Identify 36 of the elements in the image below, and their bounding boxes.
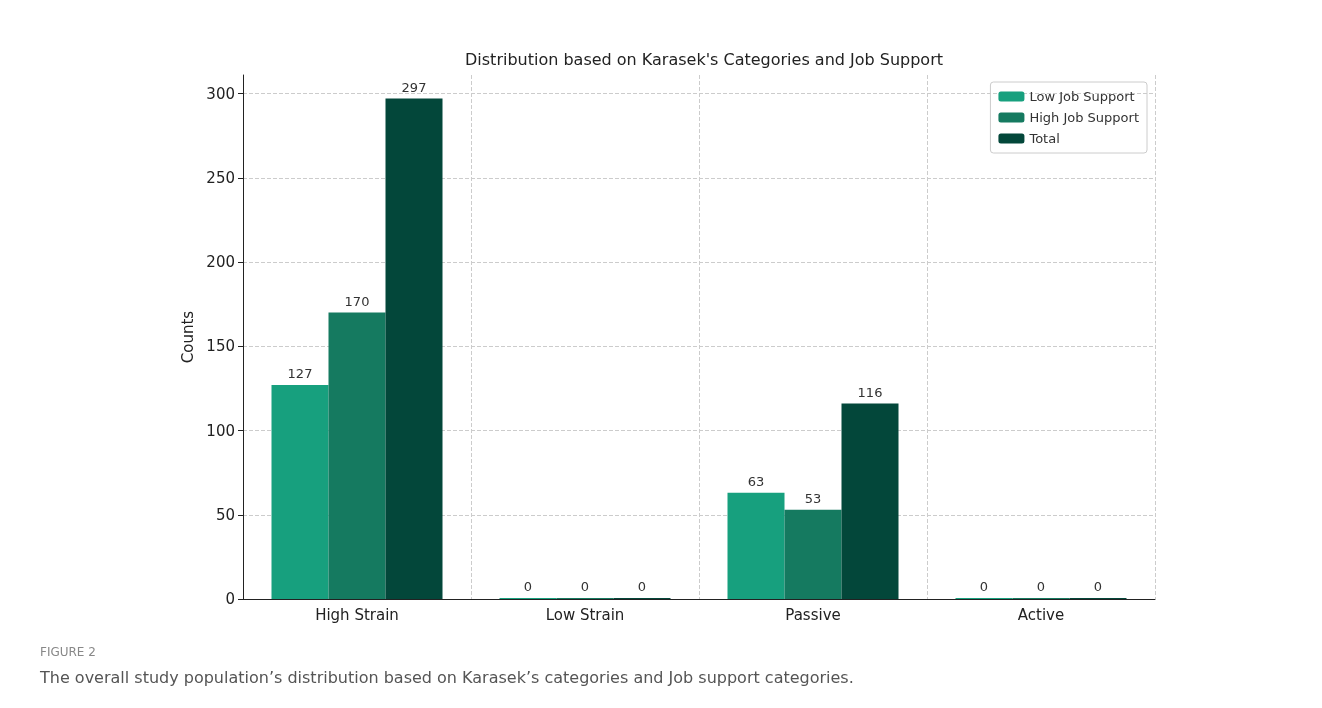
y-tick-label: 150 (206, 337, 235, 356)
bar (841, 403, 899, 599)
bar (784, 509, 842, 599)
legend-label: Total (1028, 131, 1060, 146)
y-tick-label: 200 (206, 253, 235, 272)
data-label: 0 (1093, 579, 1103, 594)
x-tick-label: Passive (785, 605, 841, 624)
y-tick-label: 100 (206, 421, 235, 440)
text: The overall study population’s distribution based on Karasek’s categories and Job support categories. (39, 667, 854, 687)
y-axis-title: Counts (178, 310, 197, 364)
x-tick-label: Active (1017, 605, 1065, 624)
bar (271, 385, 329, 599)
y-tick-label: 0 (225, 590, 235, 608)
y-tick-label: 250 (206, 168, 235, 187)
data-label: 63 (747, 473, 765, 489)
data-label: 0 (523, 579, 533, 594)
caption: FIGURE 2 (40, 645, 96, 659)
y-tick-label: 50 (215, 505, 235, 524)
bar (328, 312, 386, 599)
legend-label: Low Job Support (1029, 89, 1135, 104)
data-label: 116 (857, 384, 883, 400)
bar (727, 492, 785, 599)
data-label: 297 (401, 79, 427, 95)
data-label: 127 (287, 366, 313, 382)
x-tick-label: Low Strain (545, 605, 625, 624)
legend-label: High Job Support (1029, 110, 1139, 125)
y-tick-label: 300 (206, 84, 235, 103)
data-label: 0 (637, 579, 647, 594)
data-label: 170 (344, 293, 370, 309)
x-tick-label: High Strain (315, 605, 399, 624)
bar (385, 98, 443, 599)
data-label: 0 (1036, 579, 1046, 594)
data-label: 0 (580, 579, 590, 594)
data-label: 0 (979, 579, 989, 594)
data-label: 53 (804, 490, 822, 506)
chart-title: Distribution based on Karasek's Categories and Job Support (464, 49, 944, 69)
